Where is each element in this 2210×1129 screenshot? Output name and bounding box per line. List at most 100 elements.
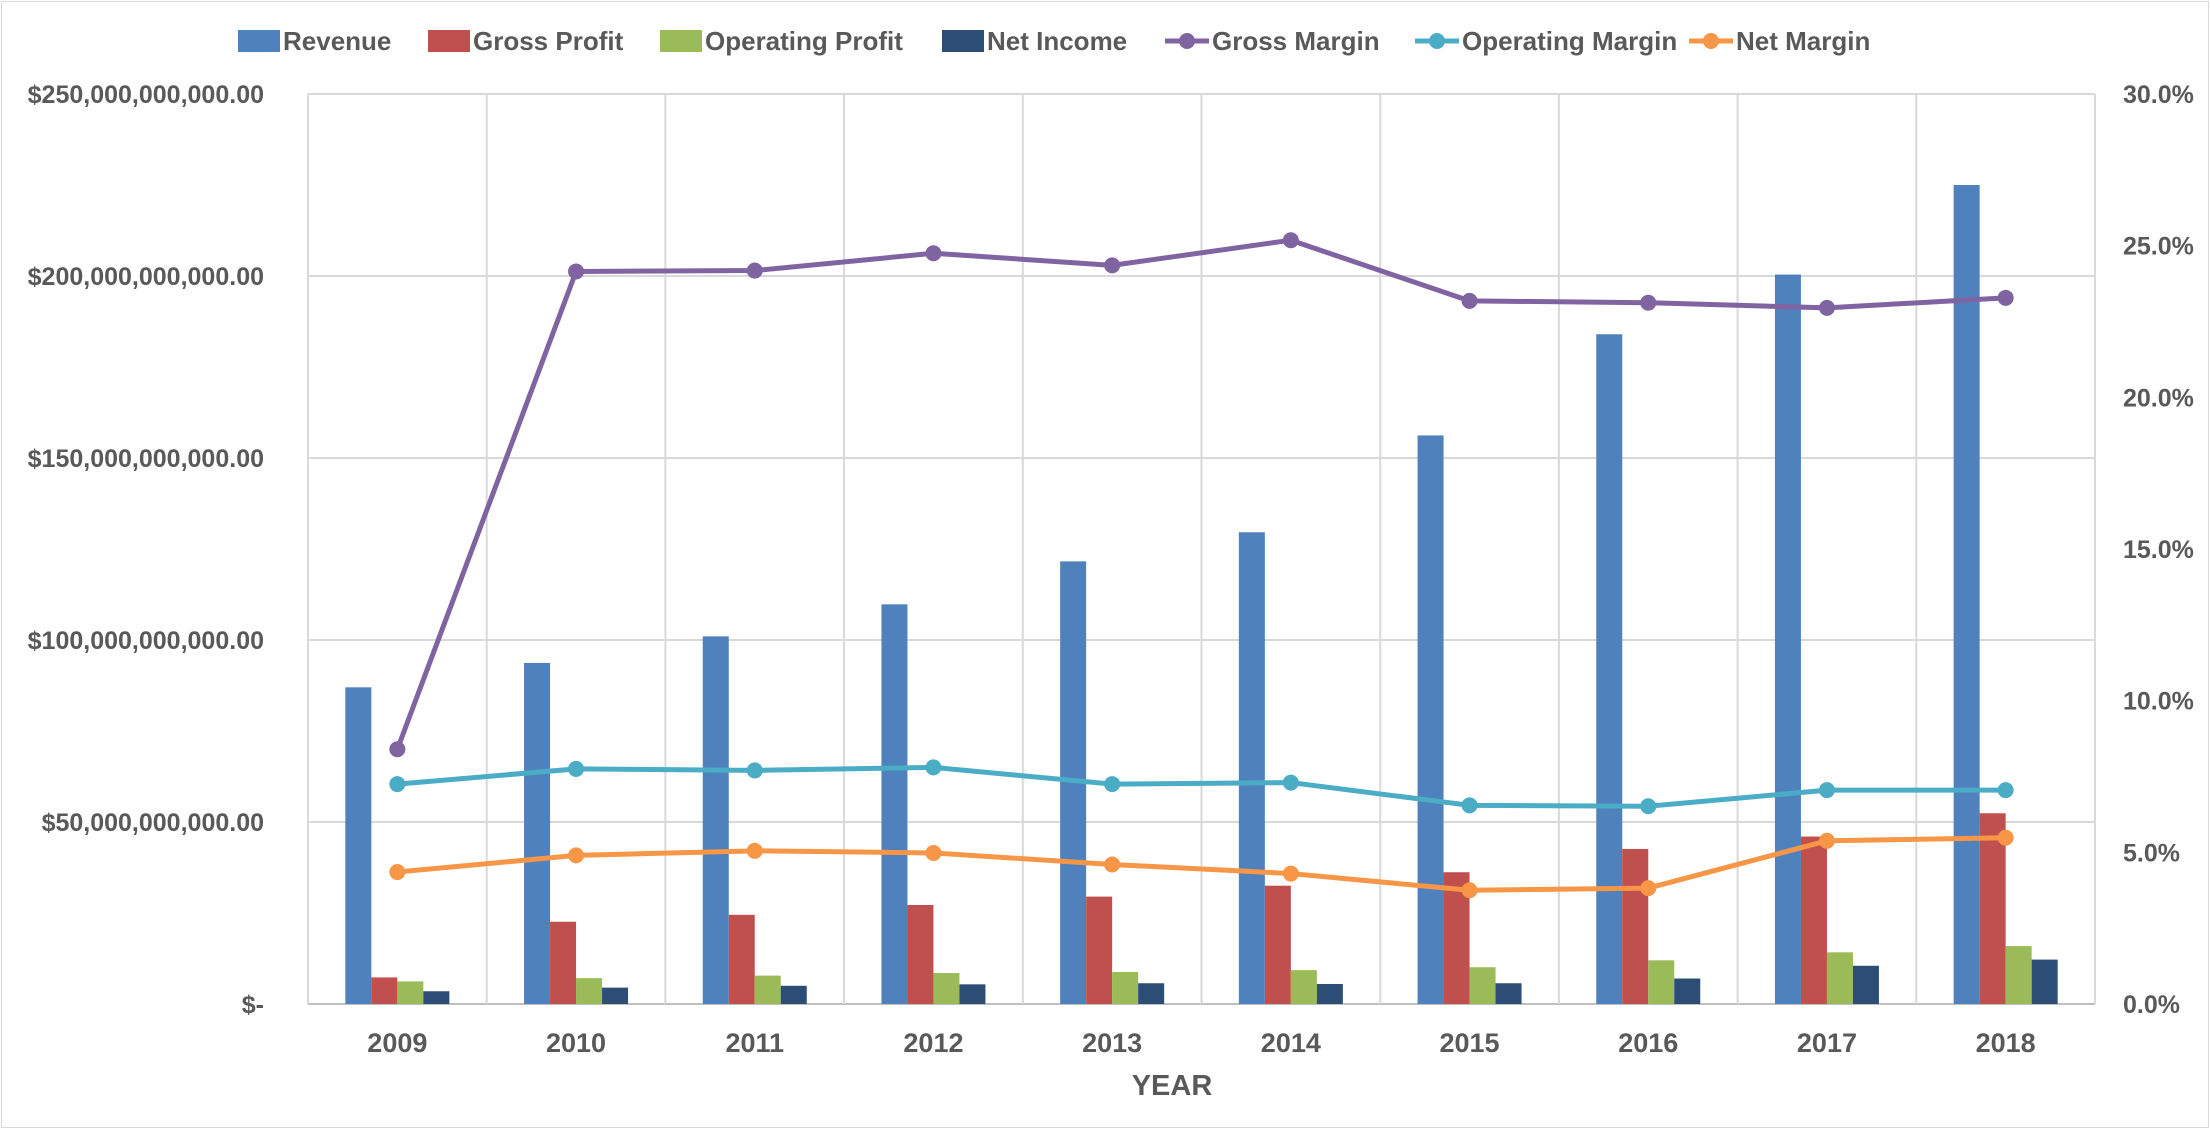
- gross-profit-bar: [371, 977, 398, 1004]
- net-margin-point: [1104, 856, 1121, 873]
- y-right-tick-label: 15.0%: [2123, 536, 2194, 564]
- gross-margin-legend-label: Gross Margin: [1212, 26, 1380, 56]
- operating-profit-bar: [397, 981, 424, 1004]
- revenue-bar: [524, 662, 551, 1004]
- net-income-bar: [1316, 983, 1343, 1004]
- gross-margin-point: [925, 245, 942, 262]
- revenue-bar: [345, 687, 372, 1004]
- operating-profit-bar: [1648, 960, 1675, 1004]
- net-income-legend-swatch: [942, 30, 984, 52]
- gross-profit-bar: [1800, 836, 1827, 1004]
- x-tick-label: 2009: [367, 1028, 427, 1058]
- x-tick-label: 2016: [1618, 1028, 1678, 1058]
- net-margin-point: [746, 842, 763, 859]
- operating-margin-point: [1997, 782, 2014, 799]
- operating-margin-point: [746, 762, 763, 779]
- net-income-legend-label: Net Income: [987, 26, 1127, 56]
- net-income-bar: [1138, 983, 1165, 1004]
- revenue-legend-swatch: [238, 30, 280, 52]
- gross-margin-point: [568, 263, 585, 280]
- x-tick-label: 2014: [1261, 1028, 1321, 1058]
- x-tick-label: 2018: [1976, 1028, 2036, 1058]
- operating-margin-point: [925, 759, 942, 776]
- legend: Revenue Gross Profit Operating Profit Net I…: [238, 26, 1870, 56]
- net-income-bar: [602, 987, 629, 1004]
- operating-profit-bar: [1469, 967, 1496, 1004]
- revenue-legend-label: Revenue: [283, 26, 391, 56]
- operating-margin-legend-label: Operating Margin: [1462, 26, 1677, 56]
- y-tick-label: $150,000,000,000.00: [28, 445, 264, 473]
- y-right-tick-label: 10.0%: [2123, 688, 2194, 716]
- gross-margin-point: [1282, 232, 1299, 249]
- x-axis-title: YEAR: [1132, 1070, 1213, 1102]
- net-margin-point: [1461, 882, 1478, 899]
- y-tick-label: $50,000,000,000.00: [42, 809, 264, 837]
- gross-margin-point: [746, 262, 763, 279]
- y-right-tick-label: 5.0%: [2123, 839, 2180, 867]
- net-margin-legend-label: Net Margin: [1736, 26, 1870, 56]
- operating-margin-point: [1461, 797, 1478, 814]
- y-right-tick-label: 20.0%: [2123, 384, 2194, 412]
- operating-profit-legend-swatch: [660, 30, 702, 52]
- net-margin-point: [568, 847, 585, 864]
- operating-margin-point: [389, 776, 406, 793]
- net-margin-point: [925, 844, 942, 861]
- net-income-bar: [959, 984, 986, 1004]
- gross-profit-legend-label: Gross Profit: [473, 26, 624, 56]
- operating-margin-point: [1640, 798, 1657, 815]
- net-margin-point: [1997, 829, 2014, 846]
- net-margin-line: [397, 835, 2006, 893]
- net-income-bar: [1495, 983, 1522, 1004]
- net-margin-point: [1818, 832, 1835, 849]
- net-income-bar: [423, 991, 450, 1004]
- gross-margin-point: [1461, 292, 1478, 309]
- gross-margin-legend-marker: [1179, 33, 1195, 49]
- x-tick-label: 2010: [546, 1028, 606, 1058]
- net-income-bar: [1674, 978, 1701, 1004]
- operating-margin-legend-marker: [1429, 33, 1445, 49]
- x-tick-label: 2013: [1082, 1028, 1142, 1058]
- operating-margin-line: [397, 764, 2006, 809]
- gross-margin-point: [1104, 257, 1121, 274]
- gross-margin-point: [1818, 299, 1835, 316]
- revenue-bar: [1953, 185, 1980, 1004]
- y-tick-label: $250,000,000,000.00: [28, 81, 264, 109]
- operating-profit-bar: [1290, 970, 1317, 1004]
- gross-profit-legend-swatch: [428, 30, 470, 52]
- x-tick-label: 2017: [1797, 1028, 1857, 1058]
- gross-profit-bar: [1622, 848, 1649, 1004]
- revenue-bar: [702, 636, 729, 1004]
- revenue-bar: [1596, 334, 1623, 1004]
- y-tick-label: $100,000,000,000.00: [28, 627, 264, 655]
- gridlines: [307, 93, 2096, 1005]
- y-right-tick-label: 0.0%: [2123, 991, 2180, 1019]
- net-income-bar: [780, 985, 807, 1004]
- gross-profit-bar: [550, 921, 577, 1004]
- revenue-bar: [1238, 532, 1265, 1004]
- gross-margin-point: [1997, 289, 2014, 306]
- operating-profit-bar: [933, 973, 960, 1004]
- y-tick-label: $-: [242, 991, 264, 1019]
- operating-profit-legend-label: Operating Profit: [705, 26, 903, 56]
- gross-profit-bar: [728, 914, 755, 1004]
- net-margin-point: [1282, 865, 1299, 882]
- operating-profit-bar: [2005, 946, 2032, 1004]
- y-tick-label: $200,000,000,000.00: [28, 263, 264, 291]
- net-margin-point: [1640, 880, 1657, 897]
- net-income-bar: [2031, 959, 2058, 1004]
- x-tick-label: 2011: [725, 1028, 784, 1058]
- net-margin-legend-marker: [1703, 33, 1719, 49]
- operating-profit-bar: [1826, 952, 1853, 1004]
- x-tick-label: 2015: [1440, 1028, 1500, 1058]
- operating-profit-bar: [1112, 971, 1139, 1004]
- gross-margin-point: [389, 741, 406, 758]
- y-right-tick-label: 30.0%: [2123, 81, 2194, 109]
- line-series: [389, 232, 2014, 899]
- net-income-bar: [1852, 965, 1879, 1004]
- gross-profit-bar: [1264, 885, 1291, 1004]
- operating-profit-bar: [576, 978, 603, 1004]
- revenue-bar: [1774, 274, 1801, 1004]
- revenue-bar: [1417, 435, 1444, 1004]
